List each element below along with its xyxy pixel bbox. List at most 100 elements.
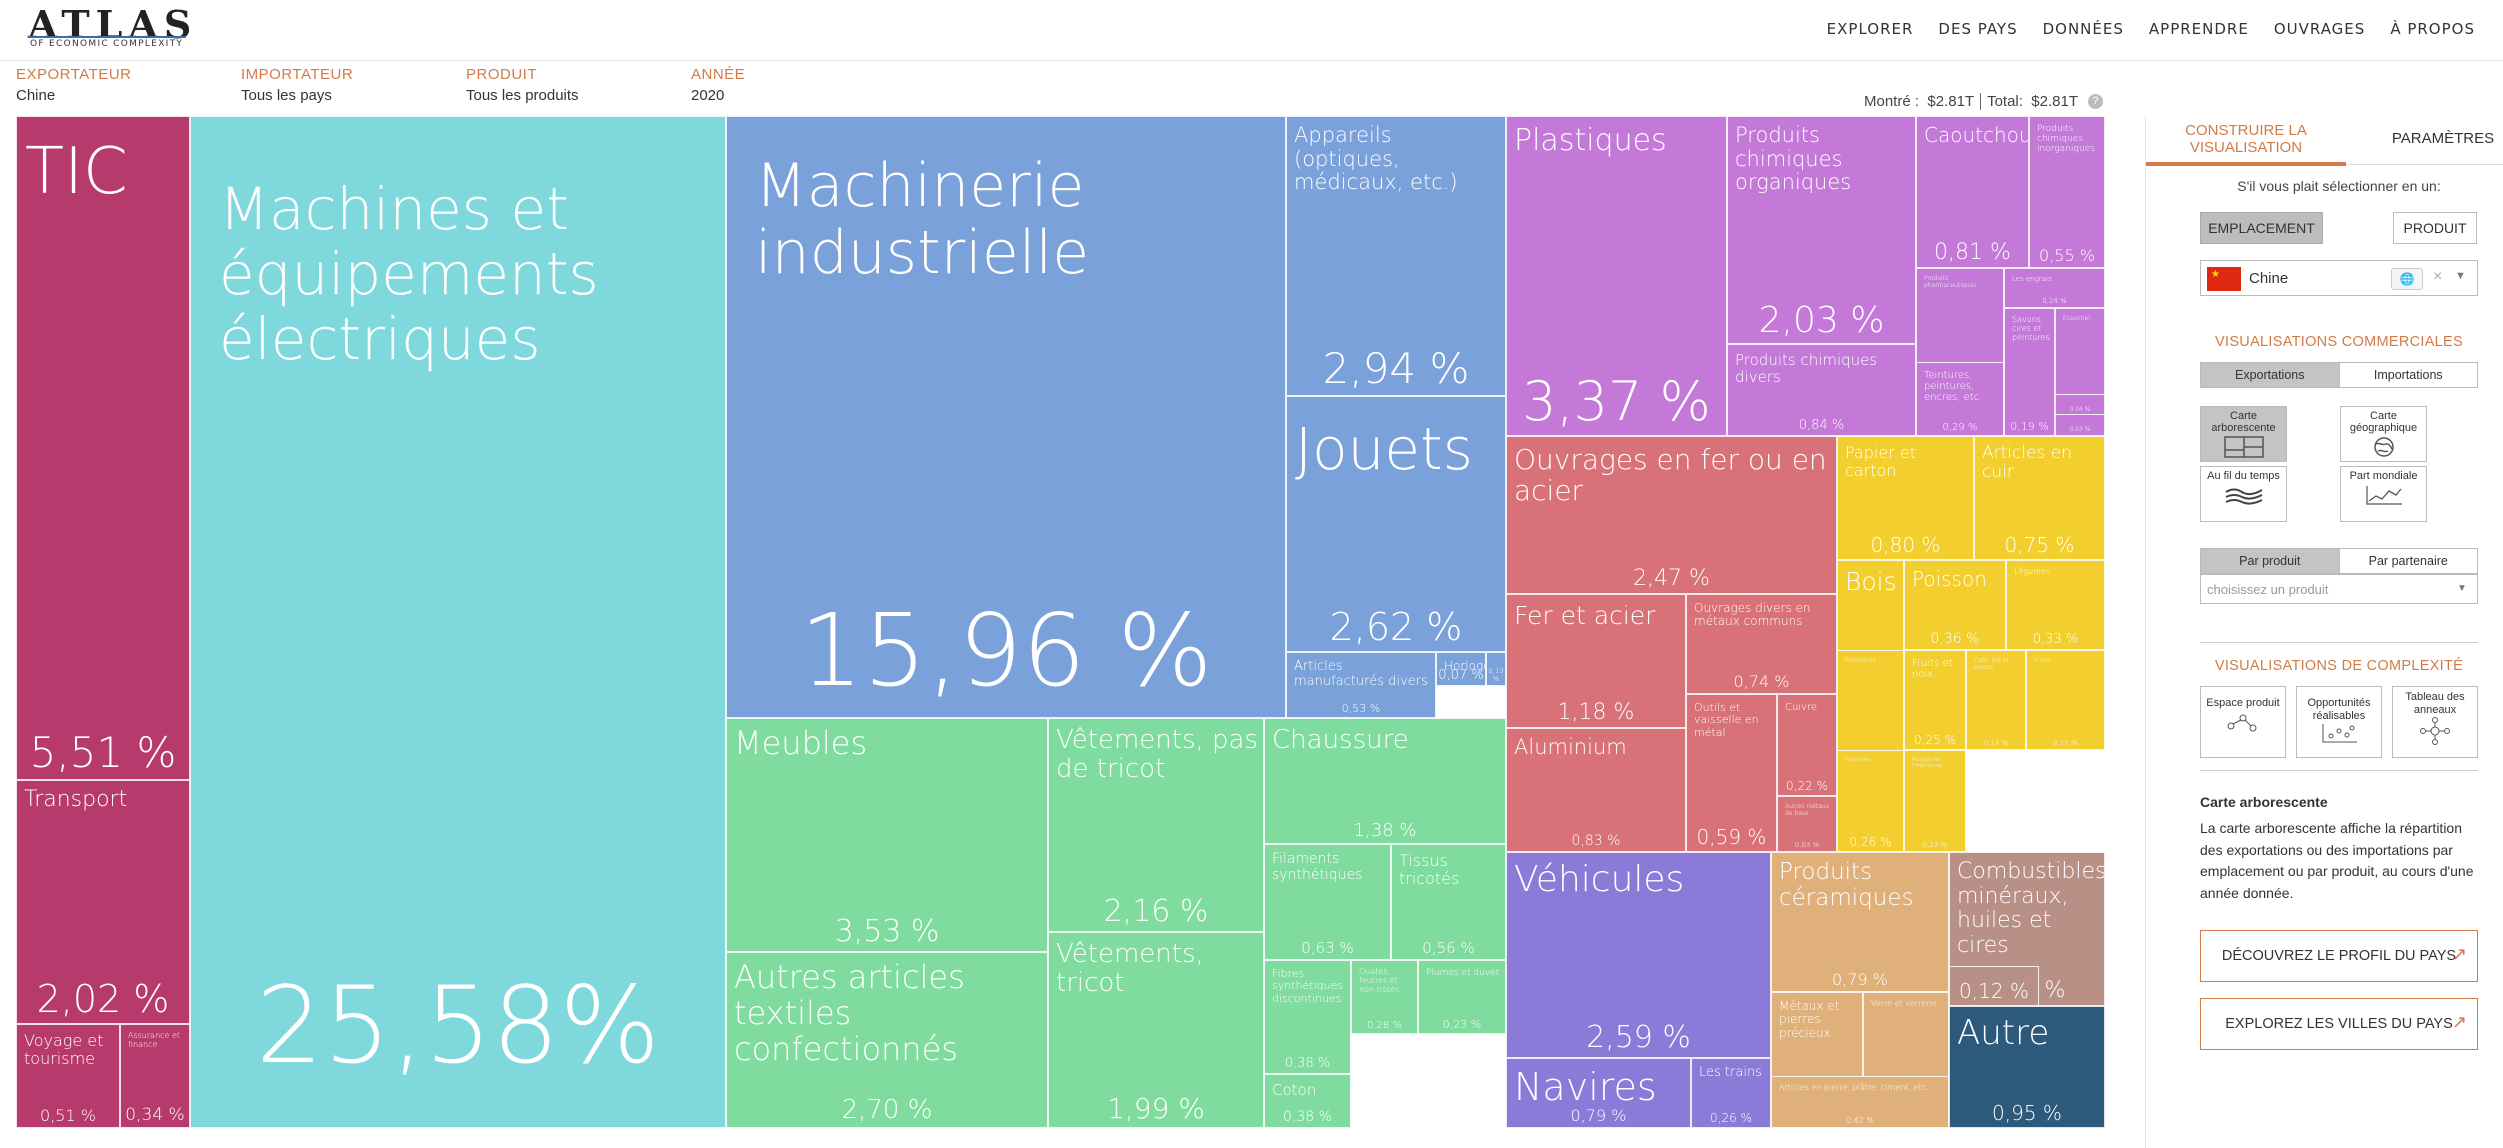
- treemap-tile[interactable]: Outils et vaisselle en métal 0,59 %: [1686, 694, 1777, 852]
- treemap-tile[interactable]: Les engrais 0,24 %: [2004, 268, 2105, 308]
- treemap-tile[interactable]: Autre 0,95 %: [1949, 1006, 2105, 1128]
- product-select-placeholder: choisissez un produit: [2207, 582, 2329, 597]
- nav-learn[interactable]: APPRENDRE: [2148, 20, 2249, 38]
- treemap-tile[interactable]: Coton 0,38 %: [1264, 1074, 1351, 1128]
- treemap-tile[interactable]: Ouvrages en fer ou en acier 2,47 %: [1506, 436, 1837, 594]
- treemap-tile[interactable]: Fruits et noix 0,25 %: [1904, 650, 1966, 750]
- treemap-tile[interactable]: 0,04 %: [2055, 394, 2105, 416]
- external-arrow-icon: ↗: [2451, 1012, 2467, 1032]
- help-icon[interactable]: ?: [2087, 94, 2103, 109]
- treemap-tile[interactable]: Tissus tricotés 0,56 %: [1391, 844, 1506, 960]
- treemap-tile[interactable]: Ouvrages divers en métaux communs 0,74 %: [1686, 594, 1837, 694]
- treemap-tile[interactable]: Articles en pierre, plâtre, ciment, etc.…: [1771, 1076, 1949, 1128]
- atlas-logo[interactable]: ATLAS OF ECONOMIC COMPLEXITY: [28, 2, 191, 56]
- treemap-tile[interactable]: Vêtements, tricot 1,99 %: [1048, 932, 1264, 1128]
- treemap-tile[interactable]: Articles en cuir 0,75 %: [1974, 436, 2105, 560]
- treemap-tile[interactable]: Les trains 0,26 %: [1691, 1058, 1771, 1128]
- select-prompt-wrap: S'il vous plait sélectionner en un:: [2200, 178, 2478, 194]
- treemap-tile[interactable]: Légumes 0,33 %: [2006, 560, 2105, 650]
- by-partner-toggle[interactable]: Par partenaire: [2338, 549, 2478, 573]
- country-cities-button[interactable]: EXPLOREZ LES VILLES DU PAYS ↗: [2200, 998, 2478, 1050]
- treemap-tile[interactable]: Chaussure 1,38 %: [1264, 718, 1506, 844]
- treemap-tile[interactable]: TIC 5,51 %: [16, 116, 190, 780]
- treemap-tile[interactable]: Produits chimiques inorganiques 0,55 %: [2029, 116, 2105, 268]
- treemap-tile[interactable]: 0,12 %: [1949, 966, 2039, 1006]
- treemap-tile[interactable]: Machinerie industrielle 15,96 %: [726, 116, 1286, 718]
- treemap-tile[interactable]: Navires 0,79 %: [1506, 1058, 1691, 1128]
- treemap-tile-share: 0,19 %: [2010, 420, 2049, 433]
- product-button[interactable]: PRODUIT: [2393, 212, 2477, 244]
- overtime-viz-button[interactable]: Au fil du temps: [2200, 466, 2287, 522]
- treemap-tile[interactable]: Caoutchouc 0,81 %: [1916, 116, 2029, 268]
- treemap-tile[interactable]: Vêtements, pas de tricot 2,16 %: [1048, 718, 1264, 932]
- by-product-toggle[interactable]: Par produit: [2201, 549, 2339, 573]
- treemap-tile[interactable]: Café, thé et épices 0,14 %: [1966, 650, 2026, 750]
- treemap-tile[interactable]: Filaments synthétiques 0,63 %: [1264, 844, 1391, 960]
- treemap-tile[interactable]: Appareils (optiques, médicaux, etc.) 2,94…: [1286, 116, 1506, 396]
- treemap-tile[interactable]: Assurance et finance 0,34 %: [120, 1024, 190, 1128]
- ring-chart-button[interactable]: Tableau des anneaux: [2392, 686, 2478, 758]
- year-filter[interactable]: ANNÉE 2020: [691, 66, 901, 104]
- treemap-tile[interactable]: 0,13 %: [1486, 652, 1506, 686]
- treemap-tile[interactable]: Fruits 0,11 %: [2026, 650, 2105, 750]
- importer-filter[interactable]: IMPORTATEUR Tous les pays: [241, 66, 451, 104]
- exports-toggle[interactable]: Exportations: [2201, 363, 2339, 387]
- treemap-tile[interactable]: Produits chimiques organiques 2,03 %: [1727, 116, 1916, 344]
- treemap-tile[interactable]: Voyage et tourisme 0,51 %: [16, 1024, 120, 1128]
- treemap-tile[interactable]: Machines et équipements électriques 25,58…: [190, 116, 726, 1128]
- treemap-tile[interactable]: Produits chimiques divers 0,84 %: [1727, 344, 1916, 436]
- location-button[interactable]: EMPLACEMENT: [2200, 212, 2323, 244]
- globe-icon[interactable]: 🌐: [2391, 268, 2423, 290]
- world-map-icon: [2341, 436, 2426, 461]
- treemap-tile-share: 0,13 %: [1488, 667, 1504, 683]
- exporter-filter[interactable]: EXPORTATEUR Chine: [16, 66, 226, 104]
- treemap-tile-label: Véhicules: [1514, 859, 1685, 900]
- tab-build-visualization[interactable]: CONSTRUIRE LA VISUALISATION: [2185, 122, 2307, 156]
- treemap-tile[interactable]: Produits céramiques 0,79 %: [1771, 852, 1949, 992]
- chevron-down-icon[interactable]: ▼: [2457, 583, 2467, 594]
- treemap-tile[interactable]: Poisson 0,36 %: [1904, 560, 2006, 650]
- nav-explorer[interactable]: EXPLORER: [1826, 20, 1914, 38]
- exporter-value: Chine: [16, 87, 56, 104]
- worldshare-viz-button[interactable]: Part mondiale: [2340, 466, 2427, 522]
- nav-data[interactable]: DONNÉES: [2042, 20, 2124, 38]
- chevron-down-icon[interactable]: ▼: [2455, 270, 2466, 282]
- geomap-viz-button[interactable]: Carte géographique: [2340, 406, 2427, 462]
- treemap-tile[interactable]: Savons, cires et peintures 0,19 %: [2004, 308, 2055, 436]
- treemap-tile[interactable]: Jouets 2,62 %: [1286, 396, 1506, 652]
- treemap-tile[interactable]: Papier et carton 0,80 %: [1837, 436, 1974, 560]
- treemap-tile[interactable]: Autres articles textiles confectionnés 2,…: [726, 952, 1048, 1128]
- treemap-tile[interactable]: Teintures, peintures, encres, etc. 0,29 %: [1916, 362, 2004, 436]
- treemap-tile[interactable]: Autres métaux de base 0,03 %: [1777, 796, 1837, 852]
- treemap-tile[interactable]: 0,03 %: [2055, 414, 2105, 436]
- treemap-tile[interactable]: Fibres synthétiques discontinues 0,38 %: [1264, 960, 1351, 1074]
- treemap-tile[interactable]: Meubles 3,53 %: [726, 718, 1048, 952]
- treemap-tile[interactable]: Aluminium 0,83 %: [1506, 728, 1686, 852]
- product-filter[interactable]: PRODUIT Tous les produits: [466, 66, 676, 104]
- product-select[interactable]: choisissez un produit ▼: [2200, 574, 2478, 604]
- treemap-tile[interactable]: Plumes et duvet 0,23 %: [1418, 960, 1506, 1034]
- country-select[interactable]: ★ Chine 🌐 × ▼: [2200, 260, 2478, 296]
- treemap-tile[interactable]: Articles manufacturés divers 0,53 %: [1286, 652, 1436, 718]
- treemap-tile[interactable]: Transport 2,02 %: [16, 780, 190, 1024]
- tab-parameters[interactable]: PARAMÈTRES: [2391, 130, 2495, 147]
- treemap-tile-share: 0,23 %: [1442, 1018, 1482, 1031]
- treemap-tile[interactable]: Fer et acier 1,18 %: [1506, 594, 1686, 728]
- country-profile-button[interactable]: DÉCOUVREZ LE PROFIL DU PAYS ↗: [2200, 930, 2478, 982]
- nav-about[interactable]: À PROPOS: [2390, 20, 2475, 38]
- nav-publications[interactable]: OUVRAGES: [2273, 20, 2366, 38]
- imports-toggle[interactable]: Importations: [2338, 363, 2478, 387]
- treemap-viz-button[interactable]: Carte arborescente: [2200, 406, 2287, 462]
- treemap-tile[interactable]: Ouates, feutres et non tissés 0,28 %: [1351, 960, 1418, 1034]
- clear-icon[interactable]: ×: [2433, 268, 2443, 285]
- treemap-tile[interactable]: Horloges0,07 %: [1436, 652, 1486, 686]
- nav-countries[interactable]: DES PAYS: [1938, 20, 2018, 38]
- treemap-tile-share: 2,94 %: [1322, 344, 1470, 393]
- treemap-tile[interactable]: Produits de l'imprimerie 0,23 %: [1904, 750, 1966, 852]
- feasible-opportunities-button[interactable]: Opportunités réalisables: [2296, 686, 2382, 758]
- treemap-tile[interactable]: Cuivre 0,22 %: [1777, 694, 1837, 796]
- product-space-button[interactable]: Espace produit: [2200, 686, 2286, 758]
- treemap-tile[interactable]: Polymères 0,26 %: [1837, 750, 1904, 852]
- treemap-tile[interactable]: Plastiques 3,37 %: [1506, 116, 1727, 436]
- treemap-tile[interactable]: Véhicules 2,59 %: [1506, 852, 1771, 1058]
